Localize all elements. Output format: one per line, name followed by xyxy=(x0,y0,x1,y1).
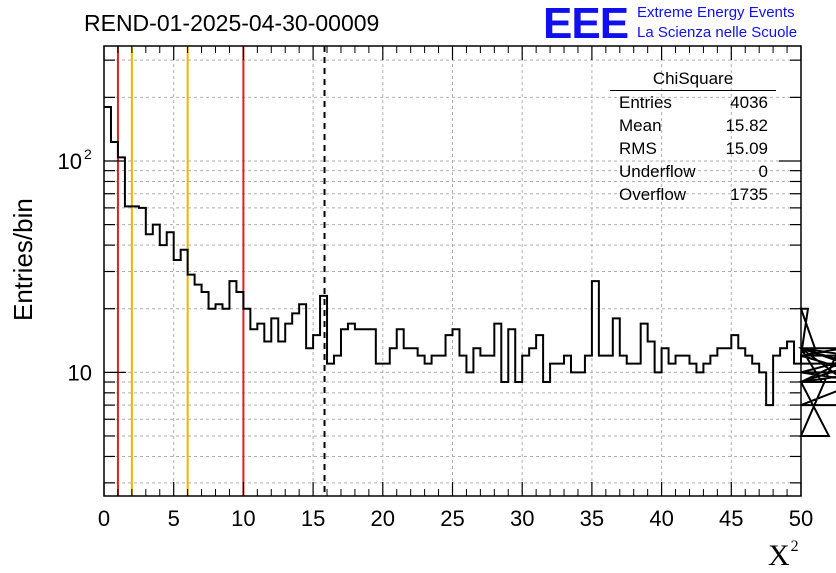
stats-title: ChiSquare xyxy=(610,68,776,91)
axis-ticks xyxy=(103,46,802,496)
stats-label: RMS xyxy=(619,139,657,158)
stats-row-underflow: Underflow 0 xyxy=(610,160,776,183)
x-tick-labels: 0 5 10 15 20 25 30 35 40 45 50 xyxy=(98,506,813,531)
stats-label: Overflow xyxy=(619,185,687,204)
eee-logo: EEE xyxy=(543,0,629,48)
stats-row-entries: Entries 4036 xyxy=(610,91,776,114)
y-axis-label-wrap: Entries/bin xyxy=(8,181,38,321)
stats-value: 15.09 xyxy=(725,139,768,158)
stats-row-rms: RMS 15.09 xyxy=(610,137,776,160)
histogram-line xyxy=(104,106,836,437)
marker-lines xyxy=(116,46,326,496)
x-tick-label: 45 xyxy=(719,506,743,531)
x-tick-label: 35 xyxy=(580,506,604,531)
x-tick-label: 20 xyxy=(371,506,395,531)
page-title: REND-01-2025-04-30-00009 xyxy=(84,10,380,36)
x-axis-label-text: X xyxy=(768,539,790,572)
logo-subtitle-1: Extreme Energy Events xyxy=(637,4,795,21)
stats-value: 1735 xyxy=(730,185,768,204)
y-axis-label: Entries/bin xyxy=(8,198,38,321)
logo-subtitle-2: La Scienza nelle Scuole xyxy=(637,24,798,41)
y-tick-label: 10 xyxy=(58,149,82,174)
stats-box: ChiSquare Entries 4036 Mean 15.82 RMS 15… xyxy=(610,68,776,206)
x-tick-label: 5 xyxy=(168,506,180,531)
x-tick-label: 15 xyxy=(301,506,325,531)
x-axis-label-superscript: 2 xyxy=(790,538,799,555)
stats-label: Entries xyxy=(619,93,672,112)
x-tick-label: 30 xyxy=(510,506,534,531)
x-tick-label: 40 xyxy=(649,506,673,531)
stats-label: Mean xyxy=(619,116,662,135)
stats-row-overflow: Overflow 1735 xyxy=(610,183,776,206)
stats-value: 0 xyxy=(758,162,768,181)
x-tick-label: 10 xyxy=(231,506,255,531)
y-tick-label: 10 xyxy=(68,360,92,385)
stats-value: 4036 xyxy=(730,93,768,112)
stats-row-mean: Mean 15.82 xyxy=(610,114,776,137)
x-tick-label: 50 xyxy=(789,506,813,531)
y-tick-label-exponent: 2 xyxy=(84,146,92,162)
x-axis-label: X2 xyxy=(768,538,799,573)
stats-label: Underflow xyxy=(619,162,696,181)
grid-lines xyxy=(104,46,801,496)
x-tick-label: 0 xyxy=(98,506,110,531)
stats-value: 15.82 xyxy=(725,116,768,135)
x-tick-label: 25 xyxy=(440,506,464,531)
